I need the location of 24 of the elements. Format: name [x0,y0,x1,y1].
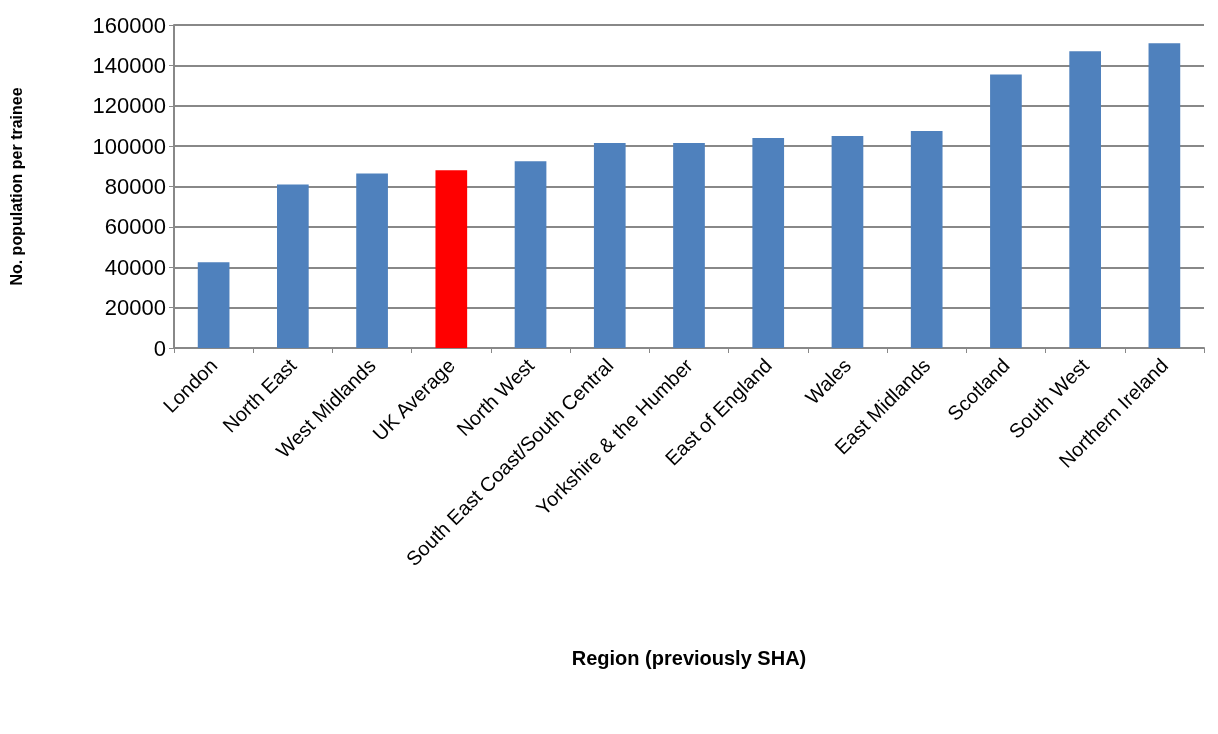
bar [752,138,785,348]
bar [435,170,468,348]
y-tick-label: 60000 [104,214,166,240]
bar [197,262,230,348]
y-axis-title: No. population per trainee [7,87,25,286]
bar [831,136,864,348]
y-tick-label: 140000 [92,52,166,78]
y-tick-label: 40000 [104,254,166,280]
x-axis-title: Region (previously SHA) [571,647,807,669]
bar [1148,43,1181,348]
bar [990,74,1022,348]
bar [277,184,309,348]
y-tick-label: 80000 [104,174,166,199]
bar [593,143,626,348]
bar [1069,51,1101,348]
y-tick-label: 20000 [104,295,166,321]
bar [673,143,705,348]
y-tick-label: 100000 [92,133,166,159]
y-tick-label: 0 [153,335,166,361]
y-tick-label: 160000 [92,12,166,38]
bar [910,130,943,348]
bar [514,161,547,348]
y-tick-label: 120000 [92,93,166,119]
bar [356,173,388,348]
